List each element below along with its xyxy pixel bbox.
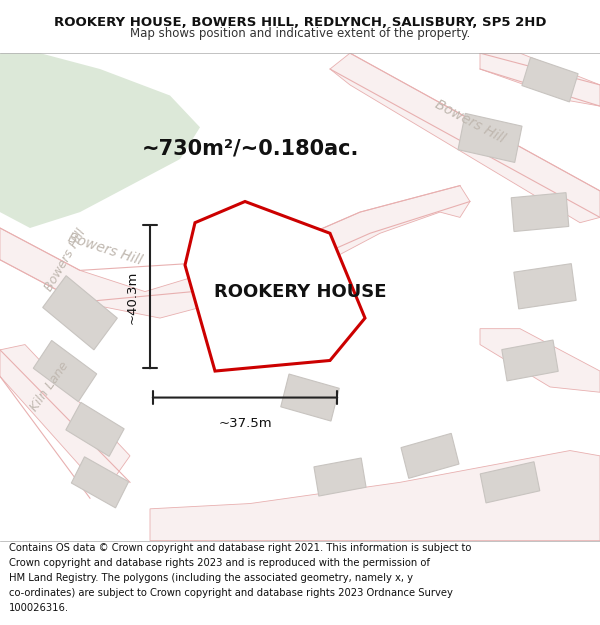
Text: HM Land Registry. The polygons (including the associated geometry, namely x, y: HM Land Registry. The polygons (includin… <box>9 573 413 583</box>
Polygon shape <box>33 341 97 402</box>
Text: 100026316.: 100026316. <box>9 603 69 613</box>
Polygon shape <box>514 264 576 309</box>
Polygon shape <box>480 329 600 392</box>
Text: ~37.5m: ~37.5m <box>218 417 272 429</box>
Polygon shape <box>458 113 522 162</box>
Polygon shape <box>0 53 200 228</box>
Text: ROOKERY HOUSE, BOWERS HILL, REDLYNCH, SALISBURY, SP5 2HD: ROOKERY HOUSE, BOWERS HILL, REDLYNCH, SA… <box>54 16 546 29</box>
Polygon shape <box>0 186 470 318</box>
Text: Kiln Lane: Kiln Lane <box>28 360 72 414</box>
Polygon shape <box>480 462 540 503</box>
Text: ~730m²/~0.180ac.: ~730m²/~0.180ac. <box>142 139 359 159</box>
Polygon shape <box>480 53 600 106</box>
Polygon shape <box>150 451 600 541</box>
Polygon shape <box>330 53 600 222</box>
Polygon shape <box>66 402 124 456</box>
Text: Bowers Hill: Bowers Hill <box>433 98 508 146</box>
Text: Contains OS data © Crown copyright and database right 2021. This information is : Contains OS data © Crown copyright and d… <box>9 543 472 553</box>
Polygon shape <box>401 433 459 478</box>
Text: Bowers Hill: Bowers Hill <box>66 231 144 268</box>
Text: ~40.3m: ~40.3m <box>125 270 139 324</box>
Polygon shape <box>0 344 130 477</box>
Polygon shape <box>511 192 569 231</box>
Text: Map shows position and indicative extent of the property.: Map shows position and indicative extent… <box>130 27 470 40</box>
Text: Bowers Hill: Bowers Hill <box>42 226 88 293</box>
Text: Crown copyright and database rights 2023 and is reproduced with the permission o: Crown copyright and database rights 2023… <box>9 558 430 568</box>
Polygon shape <box>502 340 558 381</box>
Polygon shape <box>314 458 366 496</box>
Polygon shape <box>185 201 365 371</box>
Text: ROOKERY HOUSE: ROOKERY HOUSE <box>214 282 386 301</box>
Polygon shape <box>281 374 339 421</box>
Polygon shape <box>237 301 303 357</box>
Polygon shape <box>522 58 578 102</box>
Text: co-ordinates) are subject to Crown copyright and database rights 2023 Ordnance S: co-ordinates) are subject to Crown copyr… <box>9 588 453 598</box>
Polygon shape <box>43 276 118 350</box>
Polygon shape <box>71 457 128 508</box>
